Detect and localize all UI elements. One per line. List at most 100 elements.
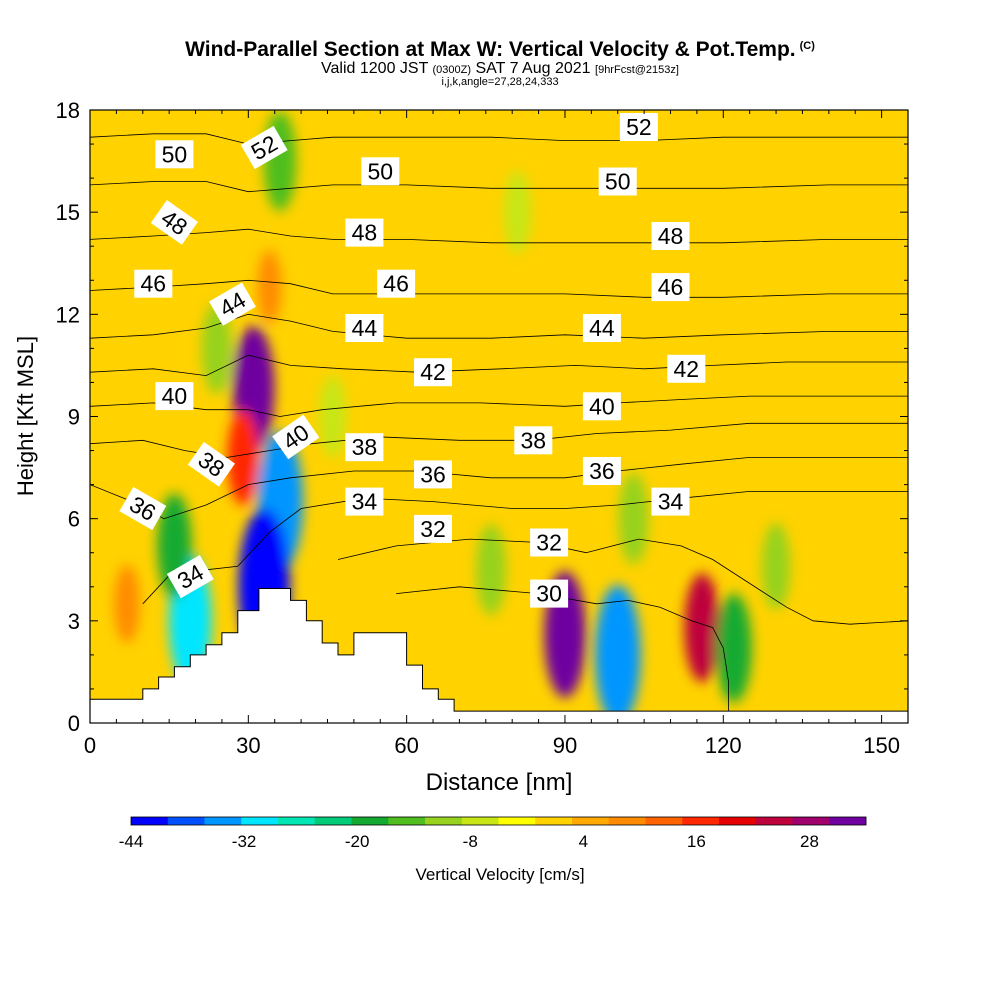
isentrope-label-box xyxy=(272,414,320,460)
velocity-background xyxy=(90,110,908,723)
isentrope-label-box xyxy=(514,426,553,455)
y-tick-label: 0 xyxy=(68,711,80,736)
isentrope-label-text: 32 xyxy=(536,530,562,556)
isentrope-line xyxy=(90,313,908,339)
colorbar-swatch xyxy=(755,817,793,825)
isentrope-label-box xyxy=(651,487,690,516)
colorbar-swatch xyxy=(572,817,610,825)
isentrope-label: 50 xyxy=(361,157,400,186)
isentrope-label: 34 xyxy=(651,487,690,516)
isentrope-label-box xyxy=(667,354,706,383)
colorbar-swatch xyxy=(278,817,316,825)
colorbar-swatch xyxy=(241,817,279,825)
isentrope-label-text: 36 xyxy=(420,461,446,487)
velocity-cell xyxy=(716,593,752,703)
isentrope-label-box xyxy=(619,113,658,141)
y-tick-label: 18 xyxy=(56,98,80,123)
isentrope-label: 52 xyxy=(619,113,658,141)
y-tick-label: 15 xyxy=(56,200,80,225)
isentrope-label-text: 46 xyxy=(658,274,684,300)
isentrope-label-text: 34 xyxy=(352,489,378,515)
colorbar-frame xyxy=(130,816,867,826)
isentrope-label-box xyxy=(119,486,167,531)
isentrope-line xyxy=(396,586,729,713)
x-tick-label: 30 xyxy=(236,733,260,758)
colorbar-swatch xyxy=(167,817,205,825)
colorbar-label: Vertical Velocity [cm/s] xyxy=(415,865,584,884)
velocity-cell xyxy=(201,302,232,395)
isentrope-label-box xyxy=(166,554,214,599)
velocity-cell xyxy=(503,170,531,254)
isentrope-label-text: 44 xyxy=(352,315,378,341)
isentrope-label: 36 xyxy=(582,457,621,485)
isentrope-label: 30 xyxy=(530,579,569,608)
valid-prefix: Valid 1200 JST xyxy=(321,60,429,77)
colorbar-swatch xyxy=(425,817,463,825)
velocity-cell xyxy=(476,524,507,616)
isentrope-label-text: 46 xyxy=(383,271,409,297)
velocity-cell xyxy=(227,409,259,506)
isentrope-label-text: 40 xyxy=(162,383,188,409)
x-tick-label: 60 xyxy=(394,733,418,758)
isentrope-label: 38 xyxy=(514,426,553,455)
isentrope-label-box xyxy=(155,382,194,411)
isentrope-label-box xyxy=(345,487,384,516)
chart-title: Wind-Parallel Section at Max W: Vertical… xyxy=(0,38,1000,62)
isentrope-label-text: 42 xyxy=(420,359,446,385)
y-tick-label: 6 xyxy=(68,507,80,532)
x-tick-label: 0 xyxy=(84,733,96,758)
isentrope-label-text: 42 xyxy=(674,356,700,382)
isentrope-label-box xyxy=(209,282,256,326)
velocity-cell xyxy=(257,250,282,324)
isentrope-label-text: 40 xyxy=(589,393,615,419)
isentrope-label: 48 xyxy=(345,218,384,247)
isentrope-line xyxy=(90,422,908,458)
isentrope-label-text: 32 xyxy=(420,516,446,542)
colorbar-swatch xyxy=(829,817,867,825)
colorbar-swatch xyxy=(535,817,573,825)
isentrope-label: 50 xyxy=(598,167,637,196)
isentrope-label-box xyxy=(134,269,173,298)
x-axis-label: Distance [nm] xyxy=(426,769,573,796)
velocity-cell xyxy=(594,585,641,723)
isentrope-label-box xyxy=(155,140,194,169)
valid-utc: (0300Z) xyxy=(432,64,472,76)
colorbar-swatch xyxy=(792,817,830,825)
isentrope-line xyxy=(90,228,908,244)
colorbar-swatch xyxy=(388,817,426,825)
velocity-field xyxy=(114,111,791,723)
isentrope-line xyxy=(90,181,908,193)
isentrope-label-text: 34 xyxy=(658,489,684,515)
colorbar-swatch xyxy=(461,817,499,825)
velocity-cell xyxy=(114,564,140,643)
grid-subtitle: i,j,k,angle=27,28,24,333 xyxy=(441,76,559,88)
y-tick-label: 12 xyxy=(56,302,80,327)
velocity-cell xyxy=(319,375,347,458)
velocity-cell xyxy=(684,573,721,683)
isentrope-label-text: 38 xyxy=(521,427,547,453)
y-tick-label: 9 xyxy=(68,405,80,430)
chart-title-text: Wind-Parallel Section at Max W: Vertical… xyxy=(185,38,796,61)
isentrope-label-text: 48 xyxy=(352,220,378,246)
valid-time: Valid 1200 JST (0300Z) SAT 7 Aug 2021 [9… xyxy=(0,60,1000,78)
isentrope-label-text: 36 xyxy=(589,458,615,484)
y-axis-label: Height [Kft MSL] xyxy=(13,336,38,496)
isentrope-label: 44 xyxy=(582,314,621,342)
isentrope-label: 42 xyxy=(414,358,452,387)
colorbar-swatch xyxy=(645,817,683,825)
isentrope-label-text: 38 xyxy=(352,434,378,460)
isentrope-label-box xyxy=(651,222,690,250)
colorbar-tick-label: -8 xyxy=(463,832,478,851)
isentrope-label-text: 50 xyxy=(162,141,188,167)
velocity-cell xyxy=(761,522,791,610)
isentrope-label-text: 48 xyxy=(658,223,684,249)
copyright-mark: (C) xyxy=(799,40,815,52)
isentrope-label-box xyxy=(598,167,637,196)
isentrope-label-box xyxy=(345,433,384,462)
isentrope-label: 46 xyxy=(134,269,173,298)
isentrope-label-box xyxy=(530,579,569,608)
isentrope-line xyxy=(142,490,908,605)
isentrope-label-text: 44 xyxy=(589,315,615,341)
